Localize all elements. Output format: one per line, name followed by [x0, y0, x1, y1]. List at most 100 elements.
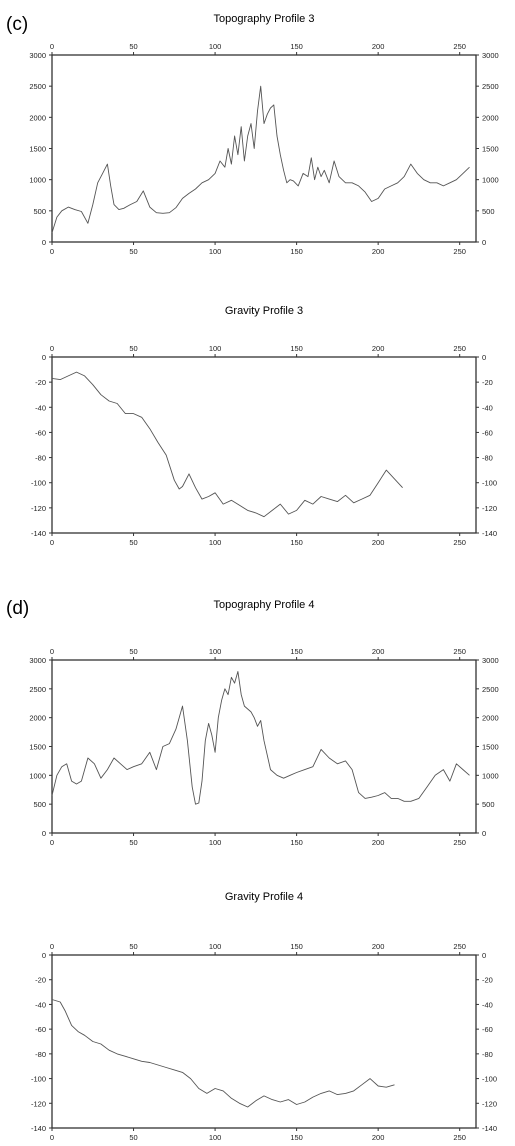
y-tick-label-left: 1500 — [29, 145, 46, 154]
profile-line — [51, 671, 470, 805]
x-tick-label-top: 200 — [372, 647, 385, 656]
plot-frame — [51, 954, 477, 1129]
x-tick-label-bottom: 250 — [453, 838, 466, 847]
y-tick-label-right: 2500 — [482, 82, 499, 91]
x-tick-label-bottom: 0 — [50, 838, 54, 847]
y-tick-label-right: -120 — [482, 1099, 497, 1108]
x-tick-label-bottom: 50 — [129, 247, 137, 256]
y-tick-label-left: 0 — [42, 951, 46, 960]
x-tick-label-bottom: 50 — [129, 1133, 137, 1142]
x-tick-label-top: 200 — [372, 42, 385, 51]
x-tick-label-top: 0 — [50, 42, 54, 51]
x-tick-label-top: 0 — [50, 647, 54, 656]
y-tick-label-left: -80 — [35, 454, 46, 463]
x-tick-label-top: 50 — [129, 647, 137, 656]
y-tick-label-left: 1500 — [29, 743, 46, 752]
y-tick-label-right: -40 — [482, 1000, 493, 1009]
y-tick-label-left: 2500 — [29, 82, 46, 91]
y-tick-label-right: -60 — [482, 1025, 493, 1034]
plot-frame — [51, 356, 477, 534]
y-tick-label-right: 500 — [482, 800, 495, 809]
x-tick-label-bottom: 100 — [209, 838, 222, 847]
x-tick-label-top: 250 — [453, 42, 466, 51]
x-tick-label-top: 250 — [453, 344, 466, 353]
x-tick-label-bottom: 200 — [372, 538, 385, 547]
y-tick-label-left: -60 — [35, 1025, 46, 1034]
x-tick-label-top: 0 — [50, 942, 54, 951]
x-tick-label-top: 0 — [50, 344, 54, 353]
topography-profile-4-chart: Topography Profile 400505010010015015020… — [29, 599, 498, 847]
x-tick-label-top: 200 — [372, 942, 385, 951]
y-tick-label-right: 0 — [482, 829, 486, 838]
x-tick-label-top: 250 — [453, 647, 466, 656]
y-tick-label-right: -40 — [482, 403, 493, 412]
profile-line — [51, 371, 403, 518]
y-tick-label-right: 1500 — [482, 743, 499, 752]
y-tick-label-right: 3000 — [482, 656, 499, 665]
profile-line — [51, 999, 395, 1108]
y-tick-label-left: -60 — [35, 428, 46, 437]
y-tick-label-left: 3000 — [29, 51, 46, 60]
y-tick-label-right: 1000 — [482, 176, 499, 185]
x-tick-label-top: 100 — [209, 42, 222, 51]
x-tick-label-top: 250 — [453, 942, 466, 951]
y-tick-label-right: -100 — [482, 479, 497, 488]
x-tick-label-bottom: 250 — [453, 247, 466, 256]
y-tick-label-left: 2500 — [29, 685, 46, 694]
y-tick-label-right: -120 — [482, 504, 497, 513]
x-tick-label-top: 100 — [209, 647, 222, 656]
x-tick-label-bottom: 50 — [129, 838, 137, 847]
y-tick-label-right: 1000 — [482, 771, 499, 780]
y-tick-label-left: 500 — [33, 800, 46, 809]
y-tick-label-left: -80 — [35, 1050, 46, 1059]
y-tick-label-right: 500 — [482, 207, 495, 216]
y-tick-label-left: 2000 — [29, 714, 46, 723]
y-tick-label-left: 500 — [33, 207, 46, 216]
x-tick-label-bottom: 150 — [290, 247, 303, 256]
plot-frame — [51, 54, 477, 243]
y-tick-label-left: 0 — [42, 238, 46, 247]
x-tick-label-bottom: 150 — [290, 538, 303, 547]
y-tick-label-right: -100 — [482, 1075, 497, 1084]
chart-title: Topography Profile 3 — [214, 13, 315, 25]
x-tick-label-top: 150 — [290, 344, 303, 353]
x-tick-label-bottom: 0 — [50, 247, 54, 256]
y-tick-label-left: 1000 — [29, 771, 46, 780]
y-tick-label-left: -40 — [35, 403, 46, 412]
y-tick-label-left: -20 — [35, 378, 46, 387]
x-tick-label-top: 150 — [290, 942, 303, 951]
y-tick-label-left: 3000 — [29, 656, 46, 665]
y-tick-label-left: -100 — [31, 479, 46, 488]
y-tick-label-left: -140 — [31, 1124, 46, 1133]
y-tick-label-right: -60 — [482, 428, 493, 437]
y-tick-label-right: 3000 — [482, 51, 499, 60]
y-tick-label-left: -120 — [31, 504, 46, 513]
panel-label-c: (c) — [6, 14, 28, 35]
y-tick-label-right: -20 — [482, 976, 493, 985]
y-tick-label-right: -140 — [482, 529, 497, 538]
chart-title: Gravity Profile 4 — [225, 891, 303, 903]
y-tick-label-right: 2000 — [482, 714, 499, 723]
gravity-profile-4-chart: Gravity Profile 400505010010015015020020… — [31, 891, 497, 1142]
x-tick-label-top: 50 — [129, 344, 137, 353]
y-tick-label-left: -120 — [31, 1099, 46, 1108]
y-tick-label-right: 2500 — [482, 685, 499, 694]
x-tick-label-bottom: 100 — [209, 247, 222, 256]
x-tick-label-bottom: 250 — [453, 538, 466, 547]
y-tick-label-left: 1000 — [29, 176, 46, 185]
panel-label-d: (d) — [6, 598, 29, 619]
x-tick-label-top: 50 — [129, 942, 137, 951]
x-tick-label-bottom: 50 — [129, 538, 137, 547]
x-tick-label-bottom: 150 — [290, 838, 303, 847]
x-tick-label-bottom: 200 — [372, 247, 385, 256]
x-tick-label-top: 100 — [209, 942, 222, 951]
y-tick-label-right: 0 — [482, 951, 486, 960]
x-tick-label-bottom: 200 — [372, 1133, 385, 1142]
y-tick-label-right: -20 — [482, 378, 493, 387]
chart-title: Topography Profile 4 — [214, 599, 315, 611]
y-tick-label-left: -20 — [35, 976, 46, 985]
gravity-profile-3-chart: Gravity Profile 300505010010015015020020… — [31, 305, 497, 547]
x-tick-label-bottom: 200 — [372, 838, 385, 847]
y-tick-label-left: 2000 — [29, 113, 46, 122]
x-tick-label-bottom: 0 — [50, 1133, 54, 1142]
